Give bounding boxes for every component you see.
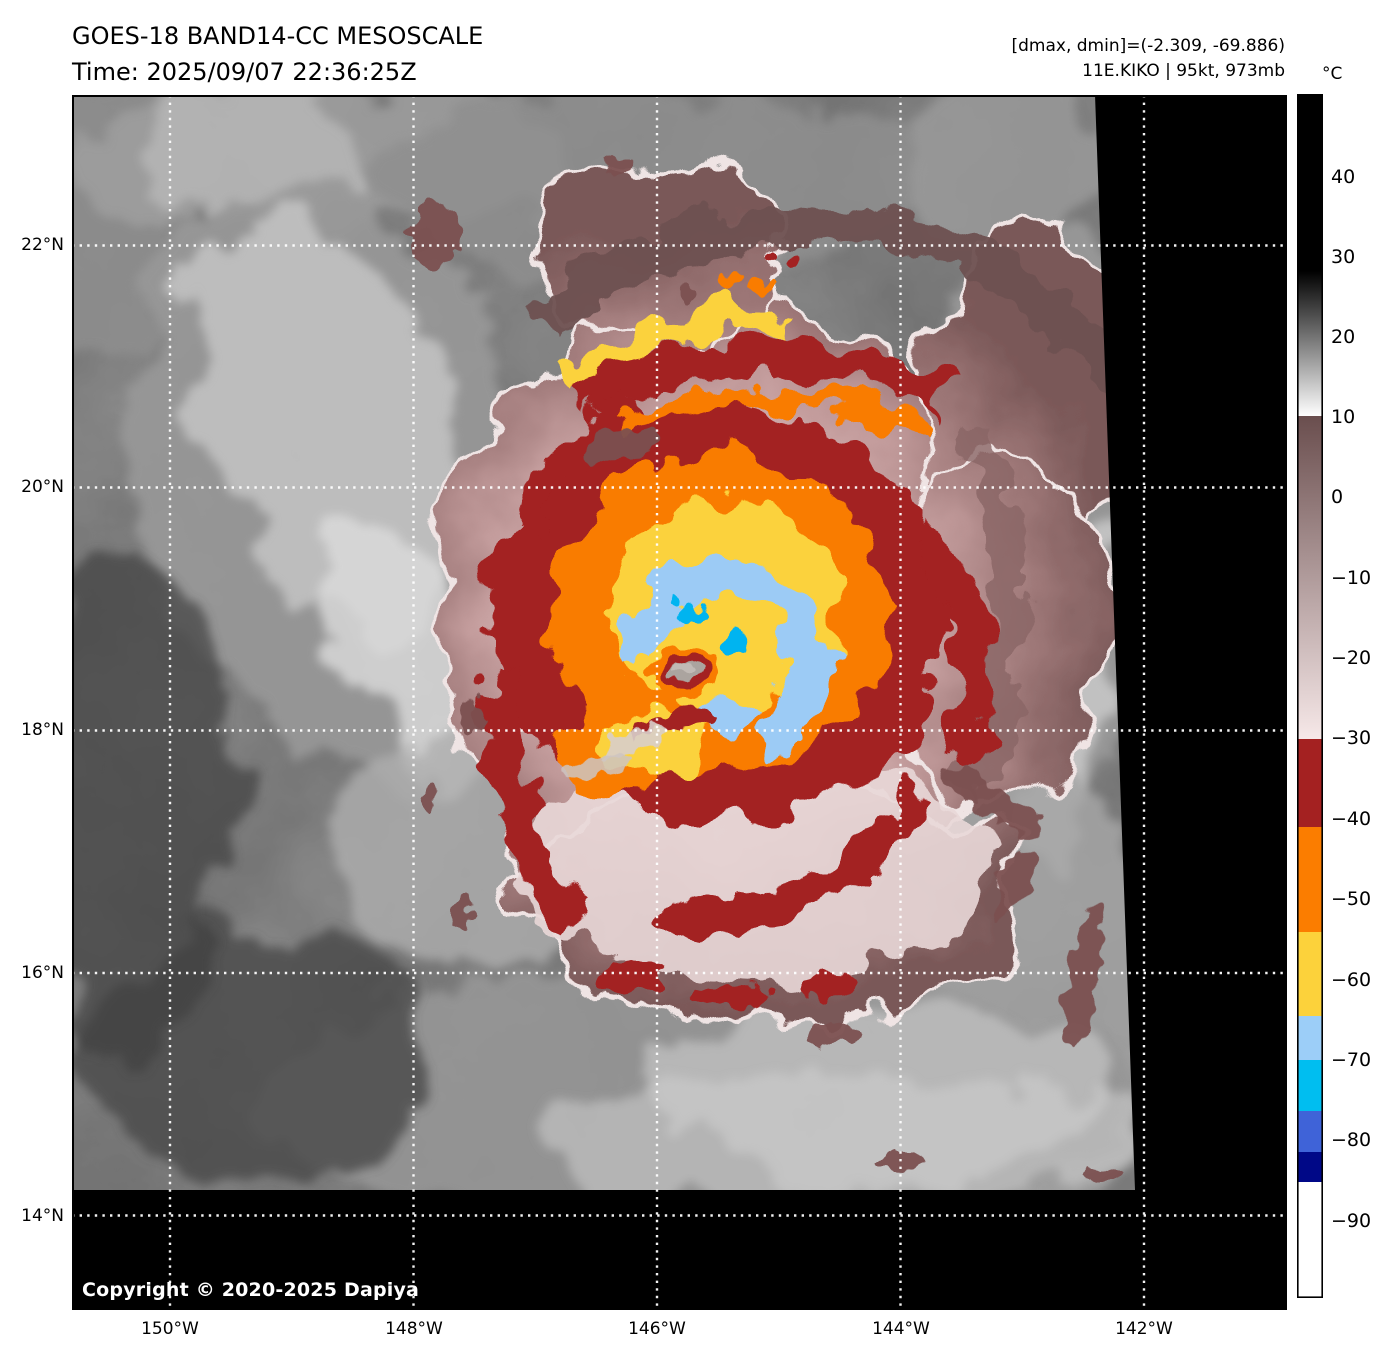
shield-north-dark-band [527,205,1148,422]
lon-label-144W: 144°W [872,1319,930,1339]
cb-tick-m60: −60 [1331,969,1372,991]
cb-tick-m20: −20 [1331,647,1372,669]
storm-id-intensity: 11E.KIKO | 95kt, 973mb [1082,61,1285,81]
nodata-mask [72,95,1287,1310]
satellite-map [17,65,1287,1310]
cb-tick-m50: −50 [1331,888,1372,910]
lat-label-22N: 22°N [21,235,64,255]
cb-tick-10: 10 [1331,406,1356,428]
title-line2: Time: 2025/09/07 22:36:25Z [72,58,417,86]
maroon-debris [409,155,1124,1185]
cb-tick-20: 20 [1331,326,1356,348]
cb-tick-m30: −30 [1331,727,1372,749]
cb-tick-m10: −10 [1331,567,1372,589]
lon-label-142W: 142°W [1115,1319,1173,1339]
figure-title: GOES-18 BAND14-CC MESOSCALE Time: 2025/09… [72,18,483,90]
lat-label-20N: 20°N [21,477,64,497]
satellite-image [17,65,1287,1310]
lat-label-14N: 14°N [21,1206,64,1226]
cb-tick-0: 0 [1331,486,1344,508]
lon-label-150W: 150°W [141,1319,199,1339]
hurricane-eye [570,644,719,779]
coldest-pixel-patch [676,607,708,623]
map-frame [72,95,1287,1310]
lat-label-18N: 18°N [21,720,64,740]
dmax-dmin-readout: [dmax, dmin]=(-2.309, -69.886) [1011,36,1286,56]
cb-tick-m80: −80 [1331,1129,1372,1151]
lon-label-146W: 146°W [628,1319,686,1339]
title-line1: GOES-18 BAND14-CC MESOSCALE [72,22,484,50]
lon-label-148W: 148°W [385,1319,443,1339]
storm-info: [dmax, dmin]=(-2.309, -69.886) 11E.KIKO |… [1012,34,1286,84]
colorbar-frame [1297,94,1323,1298]
lat-label-16N: 16°N [21,963,64,983]
cb-tick-40: 40 [1331,166,1356,188]
cb-tick-30: 30 [1331,246,1356,268]
grid-lines [72,95,1287,1310]
cb-tick-m70: −70 [1331,1049,1372,1071]
colorbar-unit-label: °C [1322,64,1343,84]
copyright-text: Copyright © 2020-2025 Dapiya [82,1279,420,1301]
cb-tick-m90: −90 [1331,1210,1372,1232]
cb-tick-m40: −40 [1331,808,1372,830]
colorbar [1297,94,1323,1298]
